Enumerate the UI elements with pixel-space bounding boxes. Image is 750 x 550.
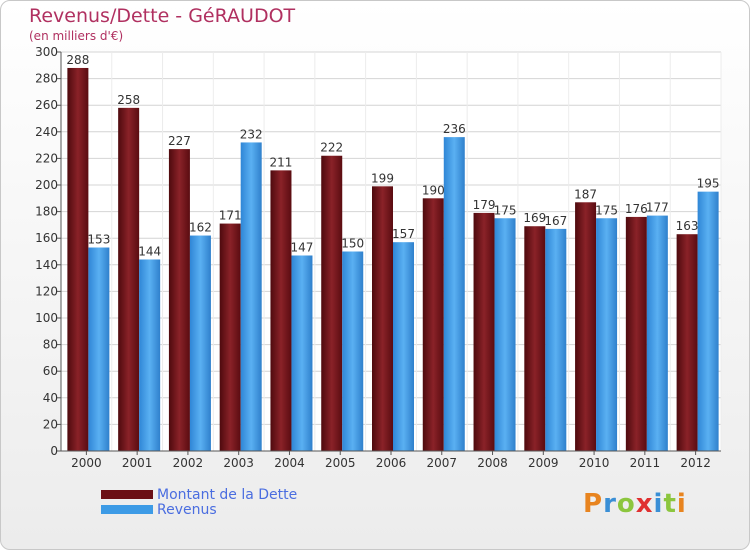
y-tick-label: 180 (35, 205, 58, 219)
data-label-revenus: 153 (87, 233, 110, 247)
bar-dette (168, 149, 190, 451)
bar-revenus (494, 218, 516, 451)
y-tick-label: 260 (35, 98, 58, 112)
data-label-revenus: 177 (646, 201, 669, 215)
data-label-dette: 288 (66, 53, 89, 67)
data-label-revenus: 144 (138, 244, 161, 258)
data-label-dette: 211 (270, 155, 293, 169)
logo-letter: i (653, 489, 664, 519)
bar-dette (321, 155, 343, 452)
y-tick-label: 280 (35, 72, 58, 86)
bar-revenus (240, 142, 262, 451)
y-tick-label: 120 (35, 284, 58, 298)
bar-revenus (88, 247, 110, 451)
bar-dette (372, 186, 393, 451)
bar-dette (473, 212, 495, 451)
data-label-dette: 258 (117, 93, 140, 107)
bar-dette (67, 67, 89, 452)
y-tick-label: 80 (43, 338, 58, 352)
data-label-dette: 171 (219, 209, 242, 223)
chart-title: Revenus/Dette - GéRAUDOT (29, 5, 296, 27)
bar-revenus (545, 228, 567, 451)
data-label-revenus: 232 (240, 127, 263, 141)
bar-revenus (139, 259, 161, 451)
bar-dette (422, 198, 444, 451)
data-label-revenus: 195 (697, 177, 720, 191)
data-label-revenus: 162 (189, 221, 212, 235)
logo-letter: x (635, 489, 654, 519)
data-label-revenus: 157 (392, 227, 415, 241)
logo-letter: r (603, 489, 617, 519)
data-label-revenus: 236 (443, 122, 466, 136)
data-label-dette: 179 (473, 198, 496, 212)
x-tick-label: 2003 (223, 456, 254, 470)
y-tick-label: 200 (35, 178, 58, 192)
data-label-dette: 187 (574, 187, 597, 201)
y-tick-label: 220 (35, 151, 58, 165)
data-label-dette: 190 (422, 183, 445, 197)
x-tick-label: 2001 (122, 456, 153, 470)
data-label-revenus: 175 (595, 203, 618, 217)
x-tick-label: 2005 (325, 456, 356, 470)
y-tick-label: 0 (50, 444, 58, 458)
logo-letter: P (583, 489, 604, 519)
x-tick-label: 2002 (173, 456, 204, 470)
bar-dette (270, 170, 292, 451)
legend-label-debt: Montant de la Dette (157, 487, 298, 503)
x-tick-label: 2008 (477, 456, 508, 470)
data-label-revenus: 175 (494, 203, 517, 217)
y-tick-label: 240 (35, 125, 58, 139)
legend-swatch-revenus (101, 505, 153, 514)
y-tick-label: 60 (43, 364, 58, 378)
bar-dette (524, 226, 546, 451)
x-tick-label: 2010 (579, 456, 610, 470)
bar-dette (575, 202, 597, 451)
bar-revenus (646, 215, 668, 451)
y-tick-label: 20 (43, 417, 58, 431)
logo-letter: t (663, 489, 677, 519)
bar-dette (625, 216, 647, 451)
x-tick-label: 2009 (528, 456, 559, 470)
y-tick-label: 160 (35, 231, 58, 245)
x-tick-label: 2011 (630, 456, 661, 470)
y-tick-label: 40 (43, 391, 58, 405)
x-tick-label: 2004 (274, 456, 305, 470)
chart-subtitle: (en milliers d'€) (29, 29, 124, 43)
bar-revenus (189, 235, 211, 451)
bar-dette (676, 234, 698, 451)
legend-swatch-debt (101, 490, 153, 499)
x-tick-label: 2000 (71, 456, 102, 470)
y-tick-label: 300 (35, 45, 58, 59)
data-label-revenus: 150 (341, 237, 364, 251)
logo-letter: o (616, 489, 636, 519)
data-label-revenus: 167 (544, 214, 567, 228)
data-label-dette: 227 (168, 134, 191, 148)
bar-revenus (393, 242, 414, 451)
bar-revenus (697, 191, 719, 451)
x-tick-label: 2006 (376, 456, 407, 470)
bar-revenus (596, 218, 618, 451)
bar-revenus (342, 251, 364, 451)
bar-dette (118, 107, 140, 452)
x-tick-label: 2007 (426, 456, 457, 470)
bar-dette (219, 223, 241, 451)
proxiti-logo: Proxiti (583, 489, 687, 519)
logo-letter: i (676, 489, 687, 519)
data-label-dette: 169 (523, 211, 546, 225)
data-label-dette: 163 (676, 219, 699, 233)
legend-label-revenus: Revenus (157, 502, 217, 518)
bar-revenus (443, 137, 465, 451)
data-label-dette: 199 (371, 171, 394, 185)
y-tick-label: 140 (35, 258, 58, 272)
data-label-dette: 176 (625, 202, 648, 216)
data-label-revenus: 147 (291, 240, 314, 254)
data-label-dette: 222 (320, 141, 343, 155)
y-tick-label: 100 (35, 311, 58, 325)
x-tick-label: 2012 (680, 456, 711, 470)
bar-revenus (291, 255, 313, 451)
